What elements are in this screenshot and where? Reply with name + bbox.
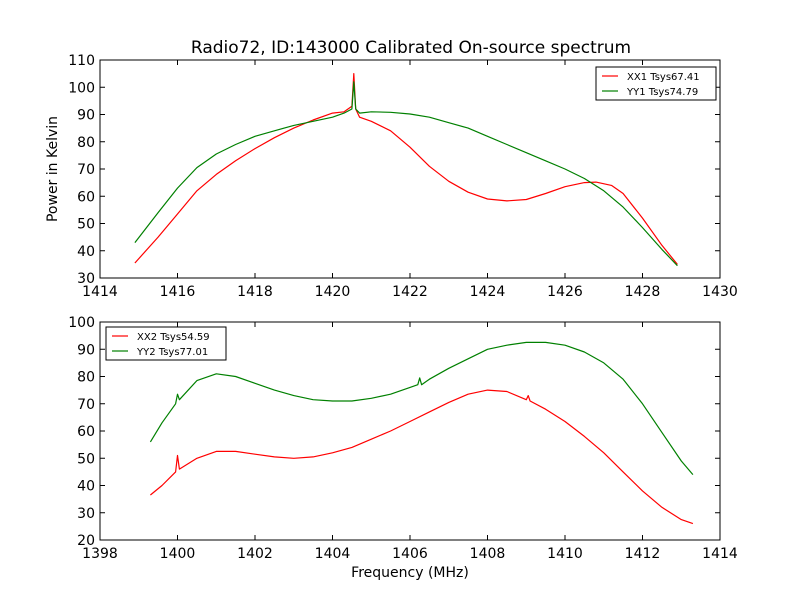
y-tick-label: 20 bbox=[77, 533, 95, 549]
x-tick-label: 1402 bbox=[237, 546, 273, 562]
x-tick-label: 1410 bbox=[547, 546, 583, 562]
x-tick-label: 1424 bbox=[470, 284, 506, 300]
x-tick-label: 1416 bbox=[160, 284, 196, 300]
y-tick-label: 100 bbox=[68, 315, 95, 331]
top-panel: 1414 1416 1418 1420 1422 1424 1426 1428 1430 30 40… bbox=[68, 53, 738, 300]
y-tick-label: 40 bbox=[77, 244, 95, 260]
x-tick-label: 1398 bbox=[82, 546, 118, 562]
y-axis-label: Power in Kelvin bbox=[45, 116, 61, 222]
y-tick-label: 70 bbox=[77, 162, 95, 178]
chart-title: Radio72, ID:143000 Calibrated On-source … bbox=[191, 38, 631, 58]
legend-label: XX2 Tsys54.59 bbox=[137, 332, 210, 343]
x-tick-label: 1414 bbox=[702, 546, 738, 562]
x-tick-label: 1428 bbox=[625, 284, 661, 300]
series-line-xx1 bbox=[134, 73, 678, 265]
series-line-xx2 bbox=[150, 389, 694, 525]
bottom-panel: 1398 1400 1402 1404 1406 1408 1410 1412 1414 20 30… bbox=[68, 315, 738, 562]
y-tick-label: 30 bbox=[77, 271, 95, 287]
x-tick-label: 1412 bbox=[625, 546, 661, 562]
x-tick-label: 1420 bbox=[315, 284, 351, 300]
series-line-yy1 bbox=[134, 81, 678, 267]
y-tick-label: 70 bbox=[77, 397, 95, 413]
x-tick-label: 1422 bbox=[392, 284, 428, 300]
x-tick-label: 1400 bbox=[160, 546, 196, 562]
x-tick-label: 1426 bbox=[547, 284, 583, 300]
series-line-yy2 bbox=[149, 341, 694, 475]
y-tick-label: 90 bbox=[77, 108, 95, 124]
legend: XX1 Tsys67.41 YY1 Tsys74.79 bbox=[595, 66, 717, 101]
x-tick-label: 1418 bbox=[237, 284, 273, 300]
y-tick-label: 100 bbox=[68, 80, 95, 96]
y-tick-label: 110 bbox=[68, 53, 95, 69]
y-tick-label: 60 bbox=[77, 424, 95, 440]
legend: XX2 Tsys54.59 YY2 Tsys77.01 bbox=[105, 326, 227, 361]
x-tick-label: 1406 bbox=[392, 546, 428, 562]
x-axis-label: Frequency (MHz) bbox=[351, 565, 469, 581]
y-tick-label: 50 bbox=[77, 451, 95, 467]
y-tick-label: 50 bbox=[77, 217, 95, 233]
x-tick-label: 1408 bbox=[470, 546, 506, 562]
y-tick-label: 80 bbox=[77, 370, 95, 386]
x-tick-label: 1414 bbox=[82, 284, 118, 300]
legend-box bbox=[105, 326, 227, 361]
x-tick-label: 1404 bbox=[315, 546, 351, 562]
legend-label: YY1 Tsys74.79 bbox=[626, 87, 698, 98]
x-tick-label: 1430 bbox=[702, 284, 738, 300]
legend-label: XX1 Tsys67.41 bbox=[627, 72, 700, 83]
y-tick-label: 40 bbox=[77, 479, 95, 495]
legend-label: YY2 Tsys77.01 bbox=[136, 347, 208, 358]
y-tick-label: 90 bbox=[77, 342, 95, 358]
y-tick-label: 30 bbox=[77, 506, 95, 522]
y-tick-label: 80 bbox=[77, 135, 95, 151]
y-tick-label: 60 bbox=[77, 189, 95, 205]
legend-box bbox=[595, 66, 717, 101]
